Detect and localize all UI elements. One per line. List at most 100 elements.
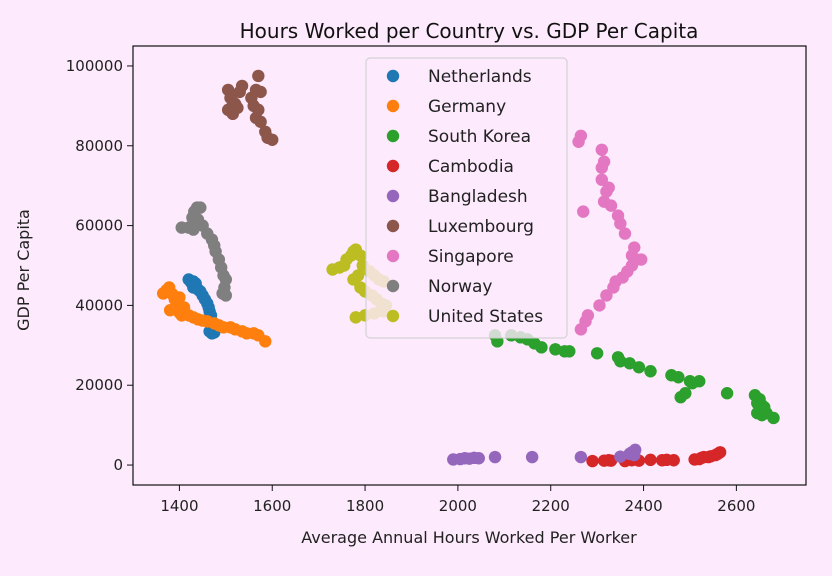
data-point (266, 133, 279, 146)
legend-label: South Korea (428, 127, 531, 147)
data-point (563, 345, 576, 358)
data-point (349, 311, 362, 324)
data-point (187, 281, 200, 294)
legend-marker (386, 159, 400, 173)
chart-title: Hours Worked per Country vs. GDP Per Cap… (240, 19, 699, 43)
legend-marker (386, 279, 400, 293)
data-point (693, 375, 706, 388)
data-point (702, 450, 715, 464)
data-point (628, 443, 642, 457)
legend-label: Singapore (428, 247, 514, 267)
data-point (472, 452, 485, 465)
data-point (219, 289, 233, 302)
data-point (597, 155, 611, 168)
data-point (254, 115, 267, 129)
y-tick-label: 60000 (75, 217, 123, 235)
data-point (593, 299, 606, 312)
y-tick-label: 0 (113, 456, 123, 474)
legend-marker (386, 69, 400, 83)
data-point (177, 301, 191, 314)
series-singapore (572, 129, 648, 336)
data-point (623, 357, 636, 370)
y-axis: 0 20000 40000 60000 80000 100000 (66, 57, 133, 474)
x-tick-label: 2200 (532, 497, 570, 515)
data-point (674, 391, 687, 404)
data-point (602, 181, 615, 194)
series-norway (175, 201, 233, 302)
data-point (720, 387, 734, 400)
legend: Netherlands Germany South Korea Cambodia Ban… (365, 57, 568, 339)
data-point (259, 335, 272, 348)
legend-label: Germany (428, 97, 506, 117)
data-point (347, 273, 360, 286)
data-point (581, 309, 595, 322)
data-point (618, 227, 632, 240)
legend-marker (386, 99, 400, 113)
data-point (672, 371, 685, 384)
data-point (632, 361, 646, 374)
data-point (574, 450, 588, 464)
legend-label: Bangladesh (428, 187, 528, 207)
data-point (163, 303, 177, 317)
y-tick-label: 20000 (75, 376, 123, 394)
legend-label: Luxembourg (428, 217, 534, 237)
y-tick-label: 80000 (75, 137, 123, 155)
legend-label: Cambodia (428, 157, 514, 177)
data-point (614, 355, 627, 368)
legend-label: Netherlands (428, 67, 532, 87)
series-luxembourg (221, 69, 279, 146)
legend-marker (386, 189, 400, 203)
x-tick-label: 2400 (624, 497, 662, 515)
data-point (226, 107, 239, 121)
legend-marker (386, 249, 400, 263)
data-point (611, 209, 625, 222)
data-point (173, 291, 186, 304)
legend-marker (386, 129, 400, 143)
x-axis-title: Average Annual Hours Worked Per Worker (301, 528, 637, 547)
data-point (644, 365, 657, 378)
legend-box (365, 57, 568, 339)
data-point (644, 453, 657, 467)
data-point (586, 454, 599, 468)
data-point (590, 347, 604, 360)
data-point (488, 450, 502, 464)
data-point (535, 341, 548, 354)
plot-frame (132, 45, 807, 486)
legend-marker (386, 309, 400, 323)
data-point (577, 205, 590, 218)
x-tick-label: 1600 (253, 497, 291, 515)
x-tick-label: 2000 (439, 497, 477, 515)
data-point (254, 85, 267, 99)
data-point (525, 450, 539, 464)
legend-label: Norway (428, 277, 493, 297)
series-bangladesh (447, 443, 642, 466)
data-point (252, 69, 265, 83)
data-point (767, 411, 780, 425)
data-point (549, 343, 562, 356)
points-layer (156, 69, 780, 468)
x-tick-label: 1400 (160, 497, 198, 515)
data-point (595, 173, 608, 186)
data-point (354, 249, 367, 262)
data-point (187, 223, 200, 236)
y-tick-label: 40000 (75, 296, 123, 314)
series-germany (156, 281, 272, 348)
data-point (713, 446, 727, 459)
data-point (194, 201, 207, 214)
y-axis-title: GDP Per Capita (14, 209, 33, 331)
x-axis: 1400 1600 1800 2000 2200 2400 2600 (160, 485, 755, 515)
legend-label: United States (428, 307, 543, 327)
data-point (235, 79, 249, 93)
data-point (574, 129, 588, 142)
data-point (604, 454, 618, 467)
y-tick-label: 100000 (66, 57, 123, 75)
legend-marker (386, 219, 400, 233)
data-point (635, 253, 648, 266)
data-point (597, 195, 611, 208)
x-tick-label: 1800 (346, 497, 384, 515)
data-point (628, 241, 641, 254)
data-point (667, 454, 680, 467)
data-point (600, 289, 613, 302)
